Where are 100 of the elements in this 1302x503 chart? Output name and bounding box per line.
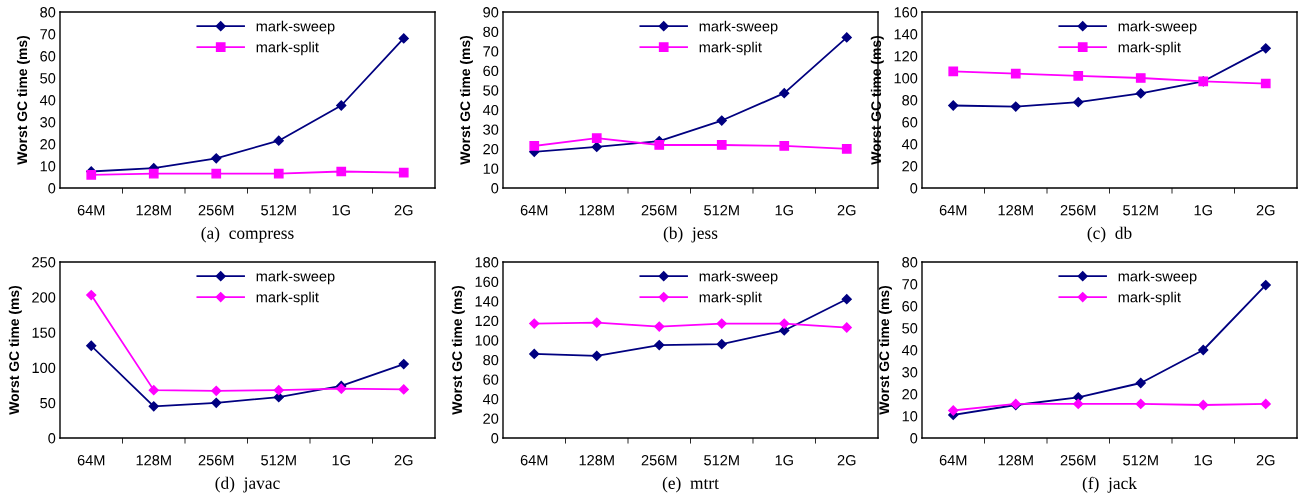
y-axis-title: Worst GC time (ms) — [870, 35, 884, 165]
x-tick-label: 64M — [939, 455, 967, 466]
x-tick-label: 512M — [261, 205, 296, 216]
y-tick-label: 90 — [483, 7, 499, 18]
y-tick-label: 40 — [901, 345, 918, 356]
y-tick-label: 40 — [901, 139, 918, 150]
y-tick-label: 0 — [48, 183, 56, 194]
y-tick-label: 100 — [32, 362, 56, 374]
x-tick-label: 2G — [1256, 205, 1275, 216]
y-tick-label: 180 — [475, 257, 499, 268]
y-tick-label: 10 — [902, 411, 918, 422]
text: (e) mtrt — [662, 476, 719, 493]
y-tick-label: 40 — [482, 104, 499, 116]
y-tick-label: 0 — [910, 183, 918, 194]
legend-label: mark-sweep — [256, 270, 335, 285]
y-tick-label: 30 — [902, 367, 918, 378]
legend-label: mark-split — [1118, 41, 1181, 56]
y-tick-label: 50 — [902, 323, 918, 334]
text: (b) jess — [663, 226, 718, 243]
legend-label: mark-sweep — [256, 20, 335, 35]
y-tick-label: 60 — [902, 301, 918, 312]
x-tick-label: 64M — [77, 205, 105, 216]
x-tick-label: 256M — [198, 205, 234, 216]
legend-label: mark-sweep — [699, 270, 778, 285]
y-tick-label: 160 — [894, 7, 918, 18]
x-tick-label: 128M — [998, 455, 1033, 466]
legend-label: mark-sweep — [1118, 270, 1197, 285]
x-tick-label: 1G — [775, 455, 793, 466]
y-tick-label: 30 — [483, 124, 499, 135]
y-tick-label: 0 — [910, 433, 918, 444]
y-tick-label: 50 — [483, 85, 499, 96]
y-axis-title: Worst GC time (ms) — [878, 285, 892, 415]
x-tick-label: 256M — [1060, 205, 1096, 216]
legend-label: mark-split — [699, 41, 762, 56]
y-tick-label: 80 — [483, 26, 499, 37]
y-tick-label: 60 — [483, 374, 499, 385]
x-tick-label: 512M — [704, 205, 739, 216]
x-tick-label: 128M — [136, 205, 171, 216]
y-tick-label: 20 — [483, 413, 499, 424]
x-tick-label: 128M — [136, 455, 171, 466]
x-tick-label: 1G — [1194, 455, 1212, 466]
y-tick-label: 80 — [902, 95, 918, 106]
x-tick-label: 256M — [641, 205, 677, 216]
y-tick-label: 20 — [40, 139, 56, 150]
text: (d) javac — [215, 476, 280, 493]
y-axis-title: Worst GC time (ms) — [16, 35, 30, 165]
legend-label: mark-split — [256, 41, 319, 56]
x-tick-label: 512M — [704, 455, 739, 466]
x-tick-label: 256M — [198, 455, 234, 466]
x-tick-label: 64M — [520, 205, 548, 216]
x-tick-label: 256M — [641, 455, 677, 466]
x-tick-label: 128M — [998, 205, 1033, 216]
y-tick-label: 20 — [902, 161, 918, 172]
y-tick-label: 120 — [894, 51, 918, 62]
y-axis-title: Worst GC time (ms) — [8, 285, 22, 415]
x-tick-label: 1G — [1194, 205, 1212, 216]
y-tick-label: 60 — [483, 65, 499, 77]
y-tick-label: 0 — [491, 183, 499, 194]
y-tick-label: 40 — [39, 95, 56, 106]
y-axis-title: Worst GC time (ms) — [451, 285, 465, 415]
x-tick-label: 512M — [1123, 205, 1158, 216]
y-tick-label: 140 — [475, 296, 499, 307]
y-tick-label: 60 — [40, 51, 56, 62]
y-tick-label: 120 — [475, 315, 499, 327]
x-tick-label: 1G — [332, 205, 350, 216]
x-tick-label: 1G — [775, 205, 793, 216]
text: (c) db — [1087, 226, 1132, 243]
x-tick-label: 64M — [939, 205, 967, 216]
x-tick-label: 64M — [77, 455, 105, 466]
text: (a) compress — [201, 226, 294, 243]
y-tick-label: 10 — [40, 161, 56, 172]
legend-label: mark-split — [256, 291, 319, 306]
legend-label: mark-sweep — [699, 20, 778, 35]
y-tick-label: 250 — [32, 257, 56, 268]
y-tick-label: 10 — [483, 163, 499, 174]
y-tick-label: 50 — [40, 73, 56, 84]
y-tick-label: 40 — [482, 393, 499, 405]
x-tick-label: 2G — [394, 205, 413, 216]
legend-label: mark-split — [1118, 291, 1181, 306]
y-tick-label: 70 — [483, 46, 499, 57]
x-tick-label: 2G — [394, 455, 413, 466]
x-tick-label: 512M — [261, 455, 296, 466]
x-tick-label: 2G — [837, 455, 856, 466]
y-tick-label: 100 — [475, 335, 499, 346]
y-tick-label: 150 — [32, 327, 56, 338]
y-tick-label: 140 — [894, 29, 918, 40]
y-tick-label: 80 — [902, 257, 918, 268]
x-tick-label: 256M — [1060, 455, 1096, 466]
y-tick-label: 50 — [40, 397, 56, 409]
y-tick-label: 60 — [902, 117, 918, 128]
x-tick-label: 128M — [579, 205, 614, 216]
y-tick-label: 20 — [483, 143, 499, 155]
x-tick-label: 512M — [1123, 455, 1158, 466]
y-tick-label: 80 — [40, 7, 56, 18]
y-tick-label: 100 — [894, 73, 918, 84]
y-tick-label: 70 — [40, 29, 56, 40]
y-tick-label: 0 — [491, 433, 499, 444]
y-tick-label: 20 — [902, 389, 918, 400]
x-tick-label: 1G — [332, 455, 350, 466]
y-tick-label: 0 — [48, 433, 56, 444]
